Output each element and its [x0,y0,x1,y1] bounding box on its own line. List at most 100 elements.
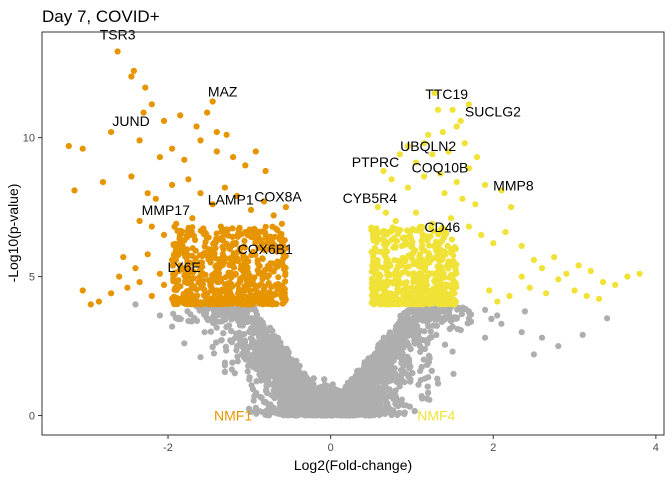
point-nonsig [287,407,294,414]
point-nmf4 [416,251,424,258]
point-nonsig [288,357,295,364]
point-nonsig [265,412,272,419]
point-nmf1 [275,274,282,281]
point-nonsig [278,381,285,388]
point-nonsig [272,344,279,351]
point-nonsig [293,357,300,365]
point-nonsig [365,403,372,410]
point-nonsig [243,313,250,320]
point-nmf1 [252,239,259,246]
point-nonsig [213,324,220,331]
point-nonsig [351,375,358,382]
point-nmf1 [250,248,257,255]
point-nonsig [255,352,262,360]
point-nonsig [292,363,299,370]
point-nonsig [449,348,456,355]
point-nonsig [197,354,204,361]
point-nonsig [402,328,409,336]
point-nonsig [324,387,331,394]
point-nonsig [373,360,380,367]
point-nonsig [249,305,256,313]
point-nonsig [277,399,284,407]
point-nonsig [450,370,457,377]
point-nonsig [406,321,413,328]
point-nmf1 [268,284,275,291]
point-nonsig [494,312,501,319]
point-nonsig [271,394,278,402]
point-nonsig [323,407,330,414]
point-nonsig [239,322,246,329]
point-nonsig [254,315,261,322]
point-nonsig [234,343,241,350]
point-nonsig [429,313,436,320]
point-nonsig [348,401,355,408]
point-nonsig [233,330,240,337]
point-nonsig [273,353,281,360]
point-nonsig [406,306,413,313]
point-nonsig [234,358,241,365]
point-nonsig [241,331,248,338]
point-nonsig [406,365,413,372]
point-nonsig [425,336,432,343]
point-nonsig [258,340,265,347]
point-nonsig [234,316,241,323]
point-nonsig [184,308,191,315]
point-nonsig [401,409,408,416]
point-nonsig [357,406,364,413]
point-nonsig [377,407,384,414]
point-nonsig [229,359,236,366]
point-nonsig [299,377,306,384]
point-nmf4 [421,247,428,254]
point-nonsig [407,376,414,383]
point-nonsig [555,343,562,350]
point-nmf1 [211,270,218,277]
point-nonsig [454,326,461,333]
point-nonsig [310,405,317,412]
point-nonsig [441,341,449,348]
point-nonsig [228,328,235,335]
point-nonsig [406,403,413,410]
point-nonsig [270,366,277,373]
point-nonsig [256,347,263,355]
point-nonsig [201,329,208,336]
point-nonsig [176,315,183,322]
point-nonsig [396,378,403,385]
point-nonsig [396,339,403,346]
point-nonsig [420,356,427,363]
point-nonsig [368,371,375,379]
point-nonsig [372,352,379,359]
point-nmf1 [230,259,237,266]
point-nonsig [454,306,461,313]
point-nonsig [437,315,444,322]
point-nonsig [374,372,381,379]
point-nonsig [268,360,275,367]
point-nonsig [379,370,386,377]
point-nonsig [250,341,257,348]
point-nmf4 [443,283,450,290]
point-nonsig [207,328,214,335]
point-nmf1 [282,272,289,279]
point-nonsig [382,387,389,394]
point-nonsig [434,375,441,382]
point-nonsig [397,317,404,324]
point-nonsig [319,410,326,417]
point-nonsig [272,374,279,381]
point-nonsig [353,380,360,387]
point-nmf4 [419,256,426,263]
point-nonsig [377,396,384,403]
point-nonsig [417,377,424,384]
point-nonsig [322,395,329,402]
point-nonsig [423,395,431,402]
point-nonsig [530,351,538,358]
point-nonsig [244,368,251,375]
point-nonsig [389,355,396,362]
point-nonsig [428,367,435,374]
point-nmf4 [425,242,433,249]
point-nonsig [281,393,288,400]
point-nonsig [253,378,260,385]
point-nonsig [279,388,286,395]
point-nonsig [262,359,269,366]
point-nonsig [245,362,252,369]
point-nonsig [228,309,235,316]
